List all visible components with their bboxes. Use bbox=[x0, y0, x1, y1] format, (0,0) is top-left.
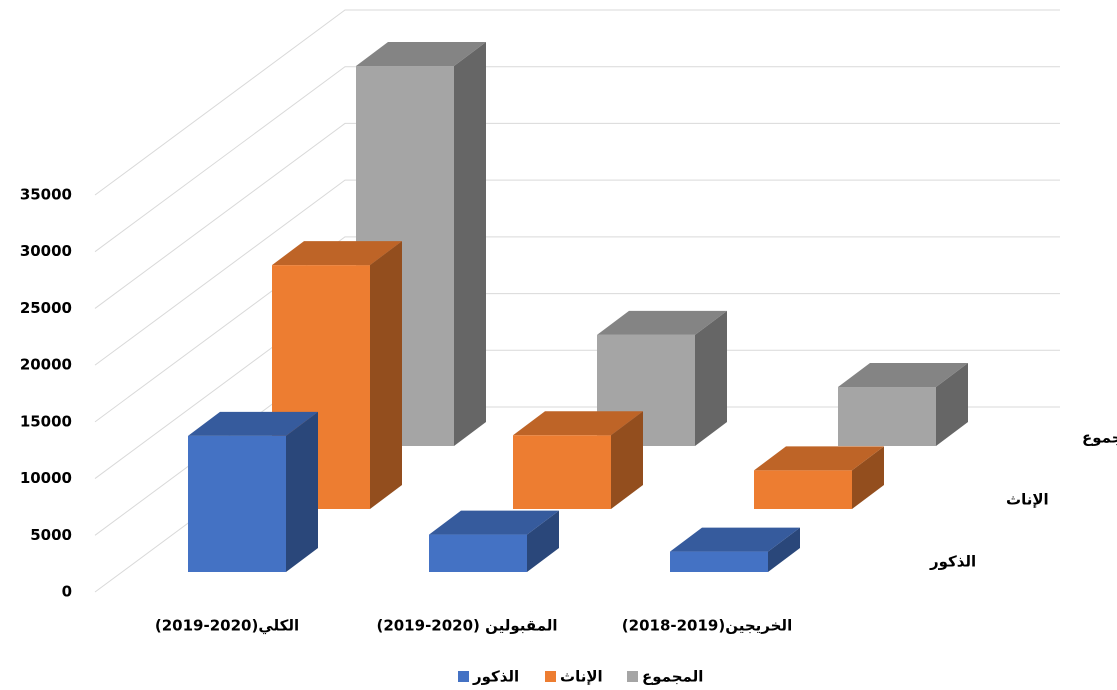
bar bbox=[188, 435, 286, 572]
legend-swatch bbox=[627, 671, 638, 682]
series-axis-label: الإناث bbox=[1006, 491, 1049, 509]
legend-label: المجموع bbox=[642, 668, 703, 686]
bar-side bbox=[286, 411, 318, 572]
bar bbox=[670, 551, 768, 572]
bar-side bbox=[936, 363, 968, 446]
bar-top bbox=[272, 241, 402, 266]
y-tick-label: 10000 bbox=[20, 469, 72, 487]
bar bbox=[429, 534, 527, 572]
x-tick-label: المقبولين (2020-2019) bbox=[376, 617, 557, 635]
bar-top bbox=[838, 363, 968, 388]
grid-line bbox=[94, 66, 1060, 253]
y-tick-label: 30000 bbox=[20, 242, 72, 260]
bar-side bbox=[695, 310, 727, 446]
series-axis-label: المجموع bbox=[1082, 429, 1117, 447]
legend-label: الذكور bbox=[472, 668, 519, 686]
legend-swatch bbox=[545, 671, 556, 682]
legend-label: الإناث bbox=[560, 668, 603, 686]
grid-line bbox=[94, 122, 1060, 309]
y-tick-label: 0 bbox=[62, 583, 72, 601]
bar-top bbox=[670, 527, 800, 552]
bar-top bbox=[754, 446, 884, 471]
bar-side bbox=[852, 446, 884, 509]
series-axis-label: الذكور bbox=[929, 553, 976, 571]
x-tick-label: الكلي(2020-2019) bbox=[155, 617, 299, 635]
bar-side bbox=[454, 42, 486, 447]
y-tick-label: 20000 bbox=[20, 356, 72, 374]
bar-side bbox=[611, 411, 643, 509]
bar-side bbox=[768, 527, 800, 572]
x-tick-label: الخريجين(2019-2018) bbox=[622, 617, 792, 635]
bar-side bbox=[370, 241, 402, 509]
y-tick-label: 15000 bbox=[20, 412, 72, 430]
bar-top bbox=[597, 310, 727, 335]
legend-swatch bbox=[458, 671, 469, 682]
bar-top bbox=[513, 411, 643, 436]
y-tick-label: 35000 bbox=[20, 186, 72, 204]
grid-line bbox=[94, 236, 1060, 423]
grid-line bbox=[94, 9, 1060, 196]
bar-top bbox=[429, 510, 559, 535]
grid-line bbox=[94, 179, 1060, 366]
bar bbox=[754, 470, 852, 509]
bar bbox=[838, 387, 936, 446]
bar-top bbox=[356, 42, 486, 67]
bar bbox=[513, 435, 611, 509]
y-tick-label: 25000 bbox=[20, 299, 72, 317]
bar-top bbox=[188, 411, 318, 436]
y-tick-label: 5000 bbox=[30, 526, 72, 544]
bar-side bbox=[527, 510, 559, 572]
